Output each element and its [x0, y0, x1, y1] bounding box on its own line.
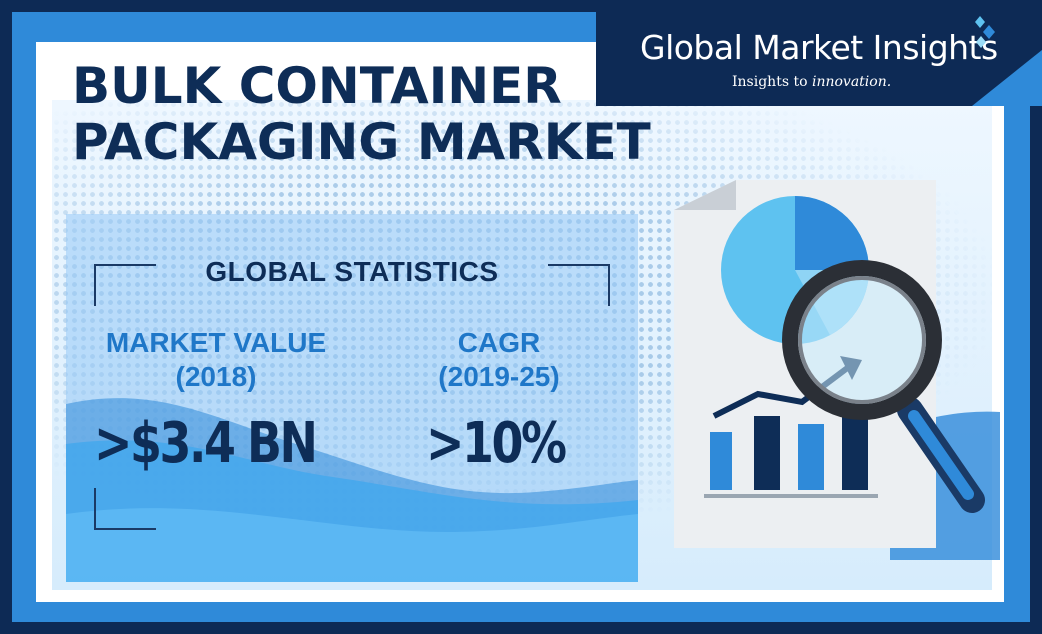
cagr-label-line-1: CAGR — [457, 327, 541, 358]
brand-tagline: Insights to innovation. — [732, 74, 891, 90]
frame-corner-bottom-left — [94, 488, 156, 530]
statistics-heading: GLOBAL STATISTICS — [205, 256, 499, 287]
title-line-1: BULK CONTAINER — [72, 57, 562, 115]
global-statistics-panel: GLOBAL STATISTICS MARKET VALUE (2018) CA… — [66, 214, 638, 582]
report-illustration — [674, 180, 1000, 560]
title-line-2: PACKAGING MARKET — [72, 113, 651, 171]
cagr-figure: >10% — [426, 411, 567, 476]
market-value-label-line-1: MARKET VALUE — [105, 327, 327, 358]
magnifier-icon — [782, 260, 985, 513]
market-value-label-line-2: (2018) — [175, 361, 257, 392]
cagr-label-line-2: (2019-25) — [438, 361, 560, 392]
tagline-emphasis: innovation. — [811, 74, 892, 90]
market-value-label: MARKET VALUE (2018) — [66, 326, 366, 394]
page-title: BULK CONTAINER PACKAGING MARKET — [72, 58, 651, 170]
brand-name: Global Market Insights — [640, 28, 998, 67]
logo-corner-accent — [972, 50, 1042, 106]
market-value-figure: >$3.4 BN — [94, 411, 318, 476]
frame-corner-top-right — [548, 264, 610, 306]
diamond-logo-icon — [975, 16, 995, 48]
frame-corner-top-left — [94, 264, 156, 306]
wave-decoration — [66, 398, 638, 582]
cagr-label: CAGR (2019-25) — [384, 326, 614, 394]
tagline-prefix: Insights to — [732, 74, 808, 90]
brand-logo: Global Market Insights Insights to innov… — [596, 0, 1042, 106]
